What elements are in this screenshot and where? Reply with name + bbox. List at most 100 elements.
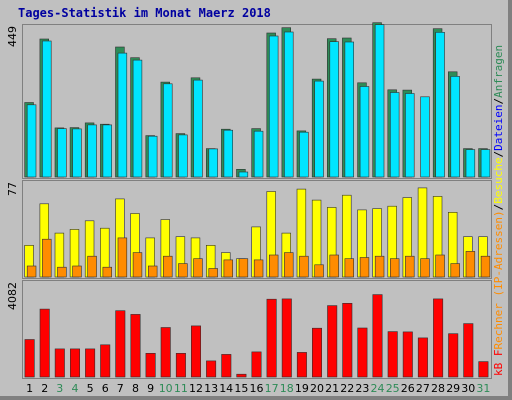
bar-visits-hosts-s1-day-13 — [208, 268, 218, 278]
chart-title: Tages-Statistik im Monat Maerz 2018 — [18, 6, 271, 20]
bar-visits-hosts-s1-day-10 — [163, 255, 173, 278]
bar-requests-s1-day-13 — [208, 148, 218, 178]
bar-requests-s1-day-29 — [450, 76, 460, 178]
side-legend-part-4: / — [492, 151, 505, 158]
bar-visits-hosts-s1-day-6 — [102, 266, 113, 278]
panel-frame — [22, 280, 492, 379]
bar-requests-s1-day-2 — [42, 40, 52, 178]
bar-visits-hosts-s1-day-21 — [329, 254, 339, 278]
bar-kb-s0-day-7 — [115, 310, 126, 378]
bar-visits-hosts-s1-day-8 — [132, 252, 143, 278]
bar-visits-hosts-s1-day-27 — [420, 258, 430, 278]
side-legend-part-5: Dateien — [492, 104, 505, 150]
day-label-25: 25 — [386, 382, 400, 395]
bar-kb-s0-day-16 — [251, 351, 262, 378]
bar-requests-s1-day-10 — [163, 83, 173, 178]
bar-requests-s1-day-3 — [57, 128, 67, 178]
bar-kb-s0-day-2 — [39, 308, 50, 378]
bar-requests-s1-day-22 — [344, 41, 354, 178]
bar-kb-s0-day-30 — [463, 323, 474, 378]
bar-kb-s0-day-31 — [478, 361, 489, 378]
day-label-17: 17 — [265, 382, 279, 395]
y-max-label: 4082 — [6, 282, 19, 310]
bar-visits-hosts-s1-day-18 — [284, 252, 294, 278]
bar-requests-s1-day-4 — [72, 128, 82, 178]
bar-kb-s0-day-10 — [160, 327, 171, 378]
bar-kb-s0-day-26 — [402, 331, 413, 378]
bar-requests-s1-day-7 — [117, 52, 128, 178]
panel-frame — [22, 24, 492, 179]
day-label-26: 26 — [401, 382, 415, 395]
day-label-27: 27 — [416, 382, 430, 395]
bar-visits-hosts-s1-day-20 — [314, 264, 324, 278]
bar-kb-s0-day-14 — [221, 354, 232, 378]
panel-requests: 449 — [6, 22, 492, 179]
day-label-8: 8 — [132, 382, 139, 395]
bar-kb-s0-day-18 — [281, 298, 292, 378]
bar-kb-s0-day-22 — [342, 302, 353, 378]
day-label-15: 15 — [234, 382, 248, 395]
day-label-20: 20 — [310, 382, 324, 395]
bar-visits-hosts-s1-day-25 — [389, 258, 400, 278]
day-label-23: 23 — [355, 382, 369, 395]
bar-kb-s0-day-23 — [357, 327, 368, 378]
bar-requests-s1-day-31 — [480, 149, 491, 178]
bar-kb-s0-day-25 — [387, 331, 398, 378]
bar-visits-hosts-s1-day-9 — [148, 265, 158, 278]
bar-requests-s1-day-17 — [268, 35, 279, 178]
day-label-6: 6 — [102, 382, 109, 395]
bar-requests-s1-day-30 — [465, 149, 476, 178]
bar-visits-hosts-s1-day-28 — [435, 254, 445, 278]
bar-requests-s1-day-18 — [284, 31, 294, 178]
bar-kb-s0-day-19 — [296, 352, 307, 378]
bar-visits-hosts-s1-day-24 — [374, 255, 385, 278]
day-label-21: 21 — [325, 382, 339, 395]
bar-requests-s1-day-5 — [87, 124, 97, 178]
bar-visits-hosts-s1-day-2 — [42, 238, 52, 278]
bar-visits-hosts-s1-day-11 — [178, 263, 188, 278]
day-label-22: 22 — [340, 382, 354, 395]
bar-requests-s1-day-12 — [193, 79, 203, 178]
bar-kb-s0-day-8 — [130, 314, 141, 378]
bar-visits-hosts-s1-day-7 — [117, 237, 128, 278]
day-label-2: 2 — [41, 382, 48, 395]
bar-requests-s1-day-15 — [238, 171, 249, 178]
bar-visits-hosts-s1-day-16 — [253, 259, 264, 278]
day-label-29: 29 — [446, 382, 460, 395]
bar-kb-s0-day-4 — [70, 348, 81, 378]
day-label-12: 12 — [189, 382, 203, 395]
bar-requests-s1-day-8 — [132, 59, 143, 178]
day-label-10: 10 — [159, 382, 173, 395]
bar-requests-s1-day-11 — [178, 134, 188, 178]
bar-kb-s0-day-15 — [236, 373, 247, 378]
side-legend-part-1: Rechner (IP-Adressen) — [492, 210, 505, 349]
bar-visits-hosts-s1-day-26 — [405, 255, 415, 278]
day-label-16: 16 — [250, 382, 264, 395]
bar-requests-s1-day-24 — [374, 24, 385, 178]
bar-visits-hosts-s1-day-22 — [344, 258, 354, 278]
bar-kb-s0-day-1 — [24, 339, 35, 378]
bar-visits-hosts-s1-day-30 — [465, 251, 476, 278]
bar-requests-s1-day-26 — [405, 93, 415, 178]
bar-requests-s1-day-1 — [26, 104, 37, 178]
day-label-14: 14 — [219, 382, 233, 395]
day-label-31: 31 — [476, 382, 490, 395]
bar-requests-s1-day-9 — [148, 135, 158, 178]
bar-requests-s1-day-20 — [314, 80, 324, 178]
side-legend: kB FRechner (IP-Adressen)/Besuche/Dateie… — [492, 45, 505, 376]
bar-visits-hosts-s1-day-5 — [87, 255, 97, 278]
bar-requests-s1-day-14 — [223, 129, 233, 178]
bar-kb-s0-day-24 — [372, 294, 383, 378]
y-max-label: 77 — [6, 182, 19, 196]
panel-visits-hosts: 77 — [6, 180, 492, 279]
day-label-19: 19 — [295, 382, 309, 395]
bar-requests-s1-day-16 — [253, 130, 264, 178]
bar-kb-s0-day-20 — [311, 327, 322, 378]
bar-kb-s0-day-6 — [100, 344, 111, 378]
bar-visits-hosts-s1-day-14 — [223, 259, 233, 278]
day-label-1: 1 — [26, 382, 33, 395]
panel-frame — [22, 180, 492, 279]
day-label-24: 24 — [371, 382, 385, 395]
bar-requests-s1-day-21 — [329, 41, 339, 178]
